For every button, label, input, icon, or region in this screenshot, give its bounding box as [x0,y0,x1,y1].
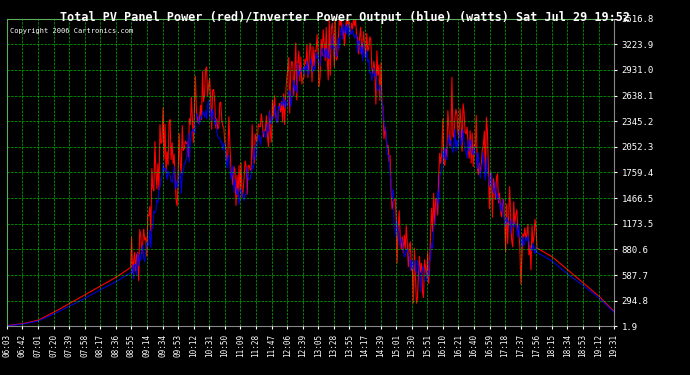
Text: Copyright 2006 Cartronics.com: Copyright 2006 Cartronics.com [10,28,133,34]
Text: Total PV Panel Power (red)/Inverter Power Output (blue) (watts) Sat Jul 29 19:52: Total PV Panel Power (red)/Inverter Powe… [60,11,630,24]
